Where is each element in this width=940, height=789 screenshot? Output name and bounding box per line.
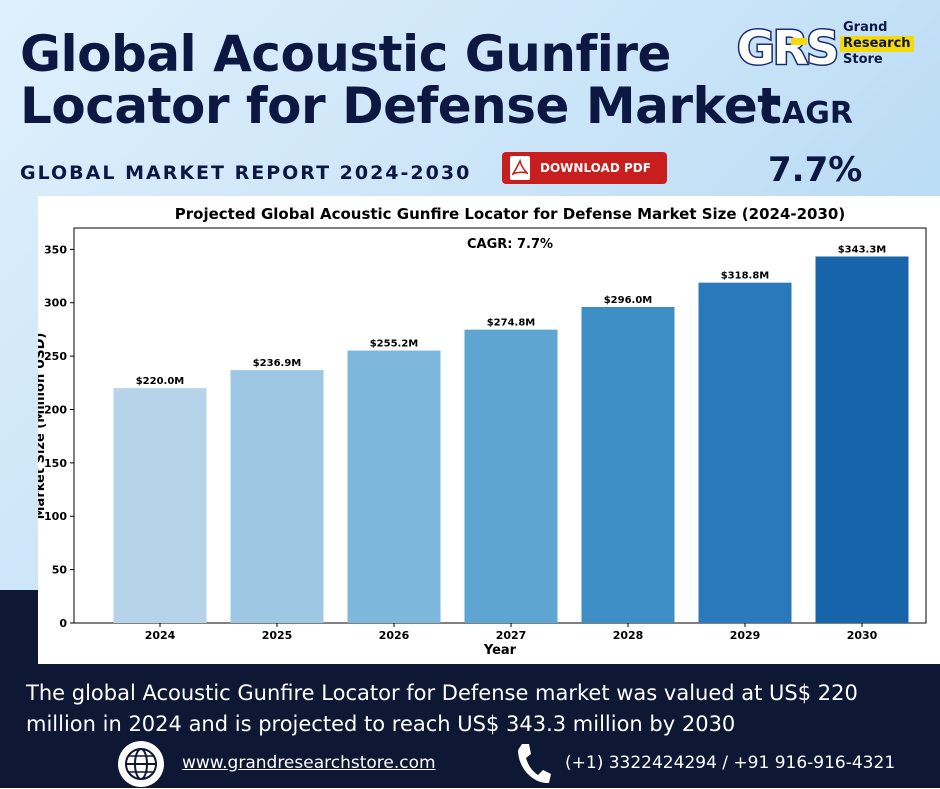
- logo-line-2: Research: [840, 36, 914, 52]
- brand-logo: GRS Grand Research Store: [735, 20, 935, 77]
- page-title: Global Acoustic Gunfire Locator for Defe…: [20, 28, 781, 132]
- bar-2028: [581, 307, 675, 623]
- bar-chart: Projected Global Acoustic Gunfire Locato…: [33, 205, 927, 658]
- bar-value-label: $274.8M: [487, 318, 536, 329]
- download-pdf-label: DOWNLOAD PDF: [540, 161, 651, 175]
- cagr-label: CAGR: [760, 96, 853, 131]
- x-axis: 2024 2025 2026 2027 2028 2029 2030: [145, 623, 878, 642]
- logo-line-1: Grand: [843, 20, 888, 35]
- y-tick-label: 50: [52, 564, 68, 577]
- y-tick-label: 200: [44, 403, 67, 416]
- title-line-1: Global Acoustic Gunfire: [20, 25, 671, 83]
- pdf-file-icon: [510, 156, 530, 180]
- y-axis-label: Market Size (Million USD): [38, 333, 48, 520]
- chart-title: Projected Global Acoustic Gunfire Locato…: [175, 205, 845, 223]
- bar-2024: [113, 388, 207, 623]
- bar-value-label: $343.3M: [838, 245, 887, 256]
- x-tick-label: 2026: [379, 629, 410, 642]
- x-axis-label: Year: [483, 643, 517, 658]
- x-tick-label: 2028: [613, 629, 644, 642]
- logo-letters: GRS: [737, 21, 837, 70]
- title-line-2: Locator for Defense Market: [20, 77, 781, 135]
- bar-2029: [698, 282, 792, 623]
- globe-icon: [118, 741, 164, 787]
- y-tick-label: 150: [44, 457, 67, 470]
- bar-value-label: $255.2M: [370, 339, 419, 350]
- y-tick-label: 0: [59, 617, 67, 630]
- report-subtitle: GLOBAL MARKET REPORT 2024-2030: [20, 162, 472, 184]
- y-axis: 0 50 100 150 200 250 300 350: [44, 243, 74, 630]
- market-description: The global Acoustic Gunfire Locator for …: [26, 681, 858, 736]
- bar-value-label: $318.8M: [721, 271, 770, 282]
- y-tick-label: 350: [44, 243, 67, 256]
- download-pdf-button[interactable]: DOWNLOAD PDF: [502, 152, 667, 184]
- bar-value-label: $296.0M: [604, 295, 653, 306]
- chart-cagr-annotation: CAGR: 7.7%: [467, 237, 553, 252]
- phone-icon: [518, 744, 551, 784]
- x-tick-label: 2024: [145, 629, 176, 642]
- x-tick-label: 2029: [730, 629, 761, 642]
- bar-2025: [230, 370, 324, 623]
- chart-card: Projected Global Acoustic Gunfire Locato…: [33, 196, 940, 664]
- x-tick-label: 2030: [847, 629, 878, 642]
- logo-wordmark: Grand Research Store: [840, 20, 914, 68]
- y-tick-label: 300: [44, 297, 67, 310]
- bar-2030: [815, 256, 909, 623]
- x-tick-label: 2027: [496, 629, 527, 642]
- y-tick-label: 100: [44, 510, 67, 523]
- website-link[interactable]: www.grandresearchstore.com: [182, 753, 436, 773]
- cagr-value: 7.7%: [768, 150, 863, 190]
- bar-value-label: $236.9M: [253, 358, 302, 369]
- x-tick-label: 2025: [262, 629, 293, 642]
- phone-numbers: (+1) 3322424294 / +91 916-916-4321: [565, 753, 896, 773]
- bar-2026: [347, 350, 441, 623]
- bar-2027: [464, 329, 558, 623]
- y-tick-label: 250: [44, 350, 67, 363]
- grs-logo-mark: GRS: [736, 20, 841, 77]
- bar-value-label: $220.0M: [136, 376, 185, 387]
- bar-series: $220.0M $236.9M $255.2M $274.8M $296.0M $318.…: [113, 245, 909, 623]
- logo-line-3: Store: [843, 52, 883, 67]
